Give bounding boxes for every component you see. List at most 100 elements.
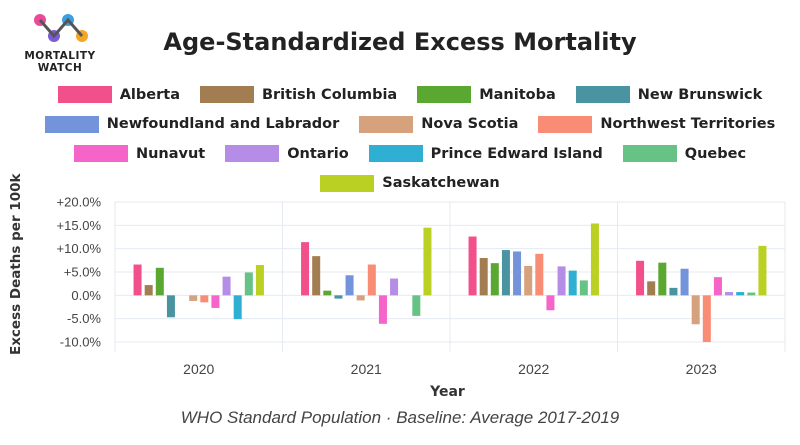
bar-nunavut <box>713 277 722 296</box>
bar-northwest-territories <box>367 264 376 296</box>
x-tick-label: 2020 <box>183 361 214 377</box>
bar-alberta <box>133 264 142 296</box>
legend-label: Nunavut <box>135 145 206 162</box>
bar-alberta <box>636 260 645 296</box>
bar-saskatchewan <box>590 223 599 296</box>
legend-item[interactable]: Saskatchewan <box>320 174 500 192</box>
legend-item[interactable]: British Columbia <box>199 86 398 104</box>
bar-manitoba <box>323 290 332 296</box>
legend-item[interactable]: Nunavut <box>73 145 206 163</box>
bar-nunavut <box>378 295 387 324</box>
bar-prince-edward-island <box>568 270 577 296</box>
bar-nunavut <box>546 295 555 311</box>
legend-swatch <box>622 145 677 163</box>
bar-manitoba <box>155 267 164 296</box>
legend-label: Saskatchewan <box>382 175 500 192</box>
legend-label: Newfoundland and Labrador <box>106 116 340 133</box>
legend-swatch <box>417 86 472 104</box>
logo-mark-icon <box>34 14 88 42</box>
x-tick-label: 2022 <box>518 361 549 377</box>
legend-label: Prince Edward Island <box>430 145 603 162</box>
bar-new-brunswick <box>334 295 343 299</box>
bar-prince-edward-island <box>736 292 745 296</box>
legend-swatch <box>359 115 414 133</box>
bar-british-columbia <box>312 256 321 296</box>
legend-label: Alberta <box>119 86 180 103</box>
bar-british-columbia <box>647 281 656 296</box>
y-tick-label: -10.0% <box>60 335 102 350</box>
x-tick-label: 2023 <box>686 361 717 377</box>
legend-item[interactable]: New Brunswick <box>575 86 763 104</box>
legend-item[interactable]: Ontario <box>225 145 349 163</box>
y-tick-label: +20.0% <box>57 195 102 210</box>
legend-label: British Columbia <box>261 86 398 103</box>
bar-newfoundland-and-labrador <box>513 251 522 296</box>
bar-quebec <box>412 295 421 316</box>
mortality-watch-logo: MORTALITY WATCH <box>10 8 110 78</box>
bar-nova-scotia <box>356 295 365 301</box>
bar-newfoundland-and-labrador <box>345 275 354 296</box>
bar-alberta <box>301 242 310 296</box>
legend-item[interactable]: Alberta <box>57 86 180 104</box>
bar-alberta <box>468 236 477 296</box>
bar-nova-scotia <box>524 265 533 296</box>
bar-nova-scotia <box>691 295 700 325</box>
bar-quebec <box>579 280 588 296</box>
bar-ontario <box>725 292 734 296</box>
bar-british-columbia <box>479 258 488 296</box>
bar-northwest-territories <box>535 253 544 296</box>
legend-label: Quebec <box>684 145 747 162</box>
bar-nova-scotia <box>189 295 198 301</box>
bar-british-columbia <box>144 285 153 296</box>
legend-item[interactable]: Quebec <box>622 145 747 163</box>
legend-swatch <box>57 86 112 104</box>
legend-item[interactable]: Manitoba <box>417 86 556 104</box>
y-axis-label: Excess Deaths per 100k <box>8 173 24 355</box>
legend-row: Saskatchewan <box>40 169 780 199</box>
legend-swatch <box>575 86 630 104</box>
legend-label: Nova Scotia <box>421 116 519 133</box>
legend-swatch <box>368 145 423 163</box>
legend-item[interactable]: Newfoundland and Labrador <box>44 115 340 133</box>
legend-row: Alberta British Columbia Manitoba New Bruns… <box>40 80 780 110</box>
legend-label: Manitoba <box>479 86 556 103</box>
bar-ontario <box>222 276 231 296</box>
legend-item[interactable]: Prince Edward Island <box>368 145 603 163</box>
legend-swatch <box>225 145 280 163</box>
logo-line-1: MORTALITY <box>24 50 96 62</box>
bar-nunavut <box>211 295 220 308</box>
y-tick-label: +15.0% <box>57 218 102 233</box>
bar-saskatchewan <box>758 245 767 296</box>
legend-swatch <box>199 86 254 104</box>
legend-row: Newfoundland and Labrador Nova Scotia Nort… <box>40 110 780 140</box>
y-tick-label: 0.0% <box>71 288 101 303</box>
bar-new-brunswick <box>501 250 510 296</box>
legend-swatch <box>73 145 128 163</box>
y-tick-label: +10.0% <box>57 241 102 256</box>
bar-newfoundland-and-labrador <box>680 268 689 296</box>
x-axis-label: Year <box>430 384 465 400</box>
bar-manitoba <box>658 262 667 296</box>
legend-swatch <box>320 174 375 192</box>
y-tick-label: -5.0% <box>67 311 101 326</box>
bar-quebec <box>244 272 253 296</box>
legend-row: Nunavut Ontario Prince Edward Island Quebec <box>40 139 780 169</box>
x-tick-label: 2021 <box>351 361 382 377</box>
bar-prince-edward-island <box>233 295 242 320</box>
legend-label: Ontario <box>287 145 349 162</box>
bar-manitoba <box>490 263 499 296</box>
bar-saskatchewan <box>255 265 264 296</box>
legend-label: New Brunswick <box>637 86 763 103</box>
legend-item[interactable]: Nova Scotia <box>359 115 519 133</box>
bar-northwest-territories <box>200 295 209 303</box>
bar-northwest-territories <box>702 295 711 342</box>
bar-new-brunswick <box>166 295 175 318</box>
logo-text: MORTALITY WATCH <box>10 50 110 74</box>
bar-ontario <box>557 266 566 296</box>
y-tick-label: +5.0% <box>64 265 102 280</box>
legend-label: Northwest Territories <box>600 116 776 133</box>
chart-title: Age-Standardized Excess Mortality <box>163 28 637 56</box>
bar-saskatchewan <box>423 227 432 296</box>
legend-item[interactable]: Northwest Territories <box>538 115 776 133</box>
